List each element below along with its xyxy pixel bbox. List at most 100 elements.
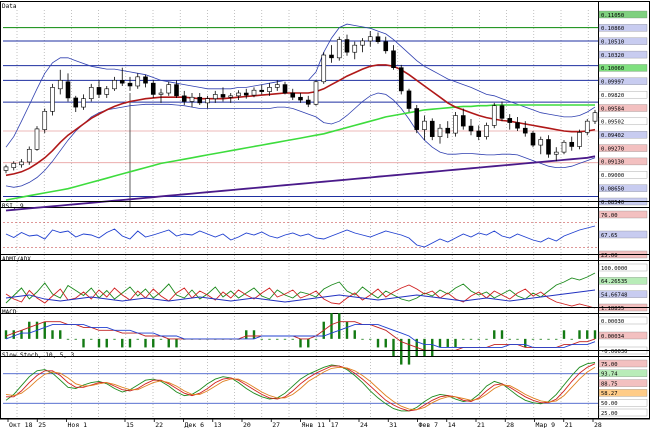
macd-histogram-bar bbox=[314, 338, 318, 340]
candle-body bbox=[515, 122, 520, 129]
macd-histogram-bar bbox=[547, 338, 550, 340]
bollinger-upper-line bbox=[5, 23, 596, 148]
candle-body bbox=[205, 98, 210, 104]
macd-histogram-bar bbox=[477, 338, 480, 340]
candle-body bbox=[96, 87, 102, 95]
x-tick-label: Окт 18 bbox=[9, 421, 33, 428]
macd-histogram-bar bbox=[291, 338, 294, 340]
candle-body bbox=[460, 115, 466, 127]
macd-histogram-bar bbox=[175, 338, 178, 348]
candle-body bbox=[65, 81, 71, 99]
macd-histogram-bar bbox=[144, 338, 147, 348]
candle-body bbox=[298, 96, 303, 101]
price-value-label-box bbox=[598, 117, 648, 126]
candle-body bbox=[391, 50, 396, 68]
x-tick-label: Янв 11 bbox=[302, 421, 326, 428]
macd-histogram-bar bbox=[353, 330, 356, 339]
adx-value-label-box bbox=[598, 263, 648, 272]
candle-body bbox=[50, 87, 55, 112]
x-tick-label: 15 bbox=[126, 421, 134, 428]
x-tick-label: Ноя 1 bbox=[68, 421, 88, 428]
candle-body bbox=[522, 127, 528, 134]
candle-body bbox=[19, 161, 24, 166]
candle-body bbox=[290, 92, 296, 98]
candle-body bbox=[406, 90, 412, 109]
macd-histogram-bar bbox=[159, 338, 163, 340]
macd-histogram-bar bbox=[330, 313, 333, 339]
stoch-value-label: 88.75 bbox=[601, 381, 618, 387]
macd-histogram-bar bbox=[524, 338, 527, 348]
macd-histogram-bar bbox=[361, 338, 364, 340]
macd-histogram-bar bbox=[12, 330, 15, 339]
ma-green-line bbox=[5, 104, 595, 201]
price-value-label: 0.09000 bbox=[601, 173, 624, 179]
price-value-label-box bbox=[598, 90, 648, 99]
candle-body bbox=[197, 96, 203, 104]
candle-body bbox=[538, 139, 544, 146]
macd-histogram-bar bbox=[369, 338, 372, 340]
price-value-label: 0.08540 bbox=[601, 200, 624, 206]
candle-body bbox=[212, 94, 218, 99]
macd-histogram-bar bbox=[462, 338, 465, 340]
macd-title: MACD bbox=[2, 309, 17, 316]
candle-body bbox=[352, 44, 358, 53]
price-value-label: 0.09502 bbox=[601, 120, 624, 126]
macd-histogram-bar bbox=[376, 338, 380, 348]
candle-body bbox=[429, 120, 435, 137]
macd-value-label: 0.00030 bbox=[601, 319, 624, 325]
macd-histogram-bar bbox=[299, 338, 302, 348]
macd-histogram-bar bbox=[113, 338, 116, 340]
candle-body bbox=[491, 105, 497, 126]
candle-body bbox=[127, 82, 133, 87]
macd-signal-line bbox=[5, 324, 596, 348]
macd-histogram-bar bbox=[82, 338, 85, 348]
x-tick-label: Мар 9 bbox=[536, 421, 556, 428]
macd-value-label: 0.00034 bbox=[601, 334, 625, 340]
macd-histogram-bar bbox=[28, 321, 31, 339]
candle-body bbox=[375, 36, 381, 42]
candle-body bbox=[367, 36, 373, 42]
macd-histogram-bar bbox=[152, 338, 155, 348]
x-tick-label: 21 bbox=[565, 421, 573, 428]
candle-body bbox=[360, 40, 365, 46]
macd-histogram-bar bbox=[454, 338, 457, 348]
candle-body bbox=[251, 89, 257, 96]
macd-histogram-bar bbox=[578, 330, 581, 339]
candle-body bbox=[189, 96, 195, 102]
macd-histogram-bar bbox=[500, 330, 504, 339]
candle-body bbox=[236, 92, 241, 97]
macd-histogram-bar bbox=[586, 330, 589, 339]
rsi-value-label: 25.00 bbox=[601, 253, 618, 259]
candle-body bbox=[344, 39, 350, 53]
candle-body bbox=[73, 97, 79, 108]
candle-body bbox=[3, 166, 9, 171]
x-tick-label: 21 bbox=[477, 421, 485, 428]
x-tick-label: 22 bbox=[155, 421, 163, 428]
candle-body bbox=[274, 84, 280, 88]
macd-histogram-bar bbox=[438, 338, 442, 348]
candle-body bbox=[150, 82, 156, 95]
candle-body bbox=[26, 149, 32, 163]
macd-histogram-bar bbox=[516, 338, 519, 340]
stoch-value-label-box bbox=[598, 379, 648, 387]
candle-body bbox=[484, 125, 489, 137]
price-value-label-box bbox=[598, 184, 648, 192]
price-value-label-box bbox=[598, 64, 648, 72]
candle-body bbox=[546, 139, 551, 155]
macd-histogram-bar bbox=[407, 338, 411, 365]
price-value-label-box bbox=[598, 37, 648, 45]
macd-histogram-bar bbox=[51, 330, 54, 339]
rsi-title: RSI, 9 bbox=[2, 203, 24, 210]
macd-histogram-bar bbox=[128, 338, 132, 348]
candle-body bbox=[530, 132, 536, 146]
price-value-label: 0.10060 bbox=[601, 66, 624, 72]
price-value-label-box bbox=[598, 50, 648, 59]
price-value-label: 0.09270 bbox=[601, 146, 624, 152]
candle-body bbox=[42, 111, 48, 130]
x-tick-label: 14 bbox=[448, 421, 456, 428]
price-value-label-box bbox=[598, 24, 648, 32]
candle-body bbox=[282, 84, 288, 94]
macd-histogram-bar bbox=[121, 338, 124, 348]
candle-body bbox=[220, 94, 226, 98]
